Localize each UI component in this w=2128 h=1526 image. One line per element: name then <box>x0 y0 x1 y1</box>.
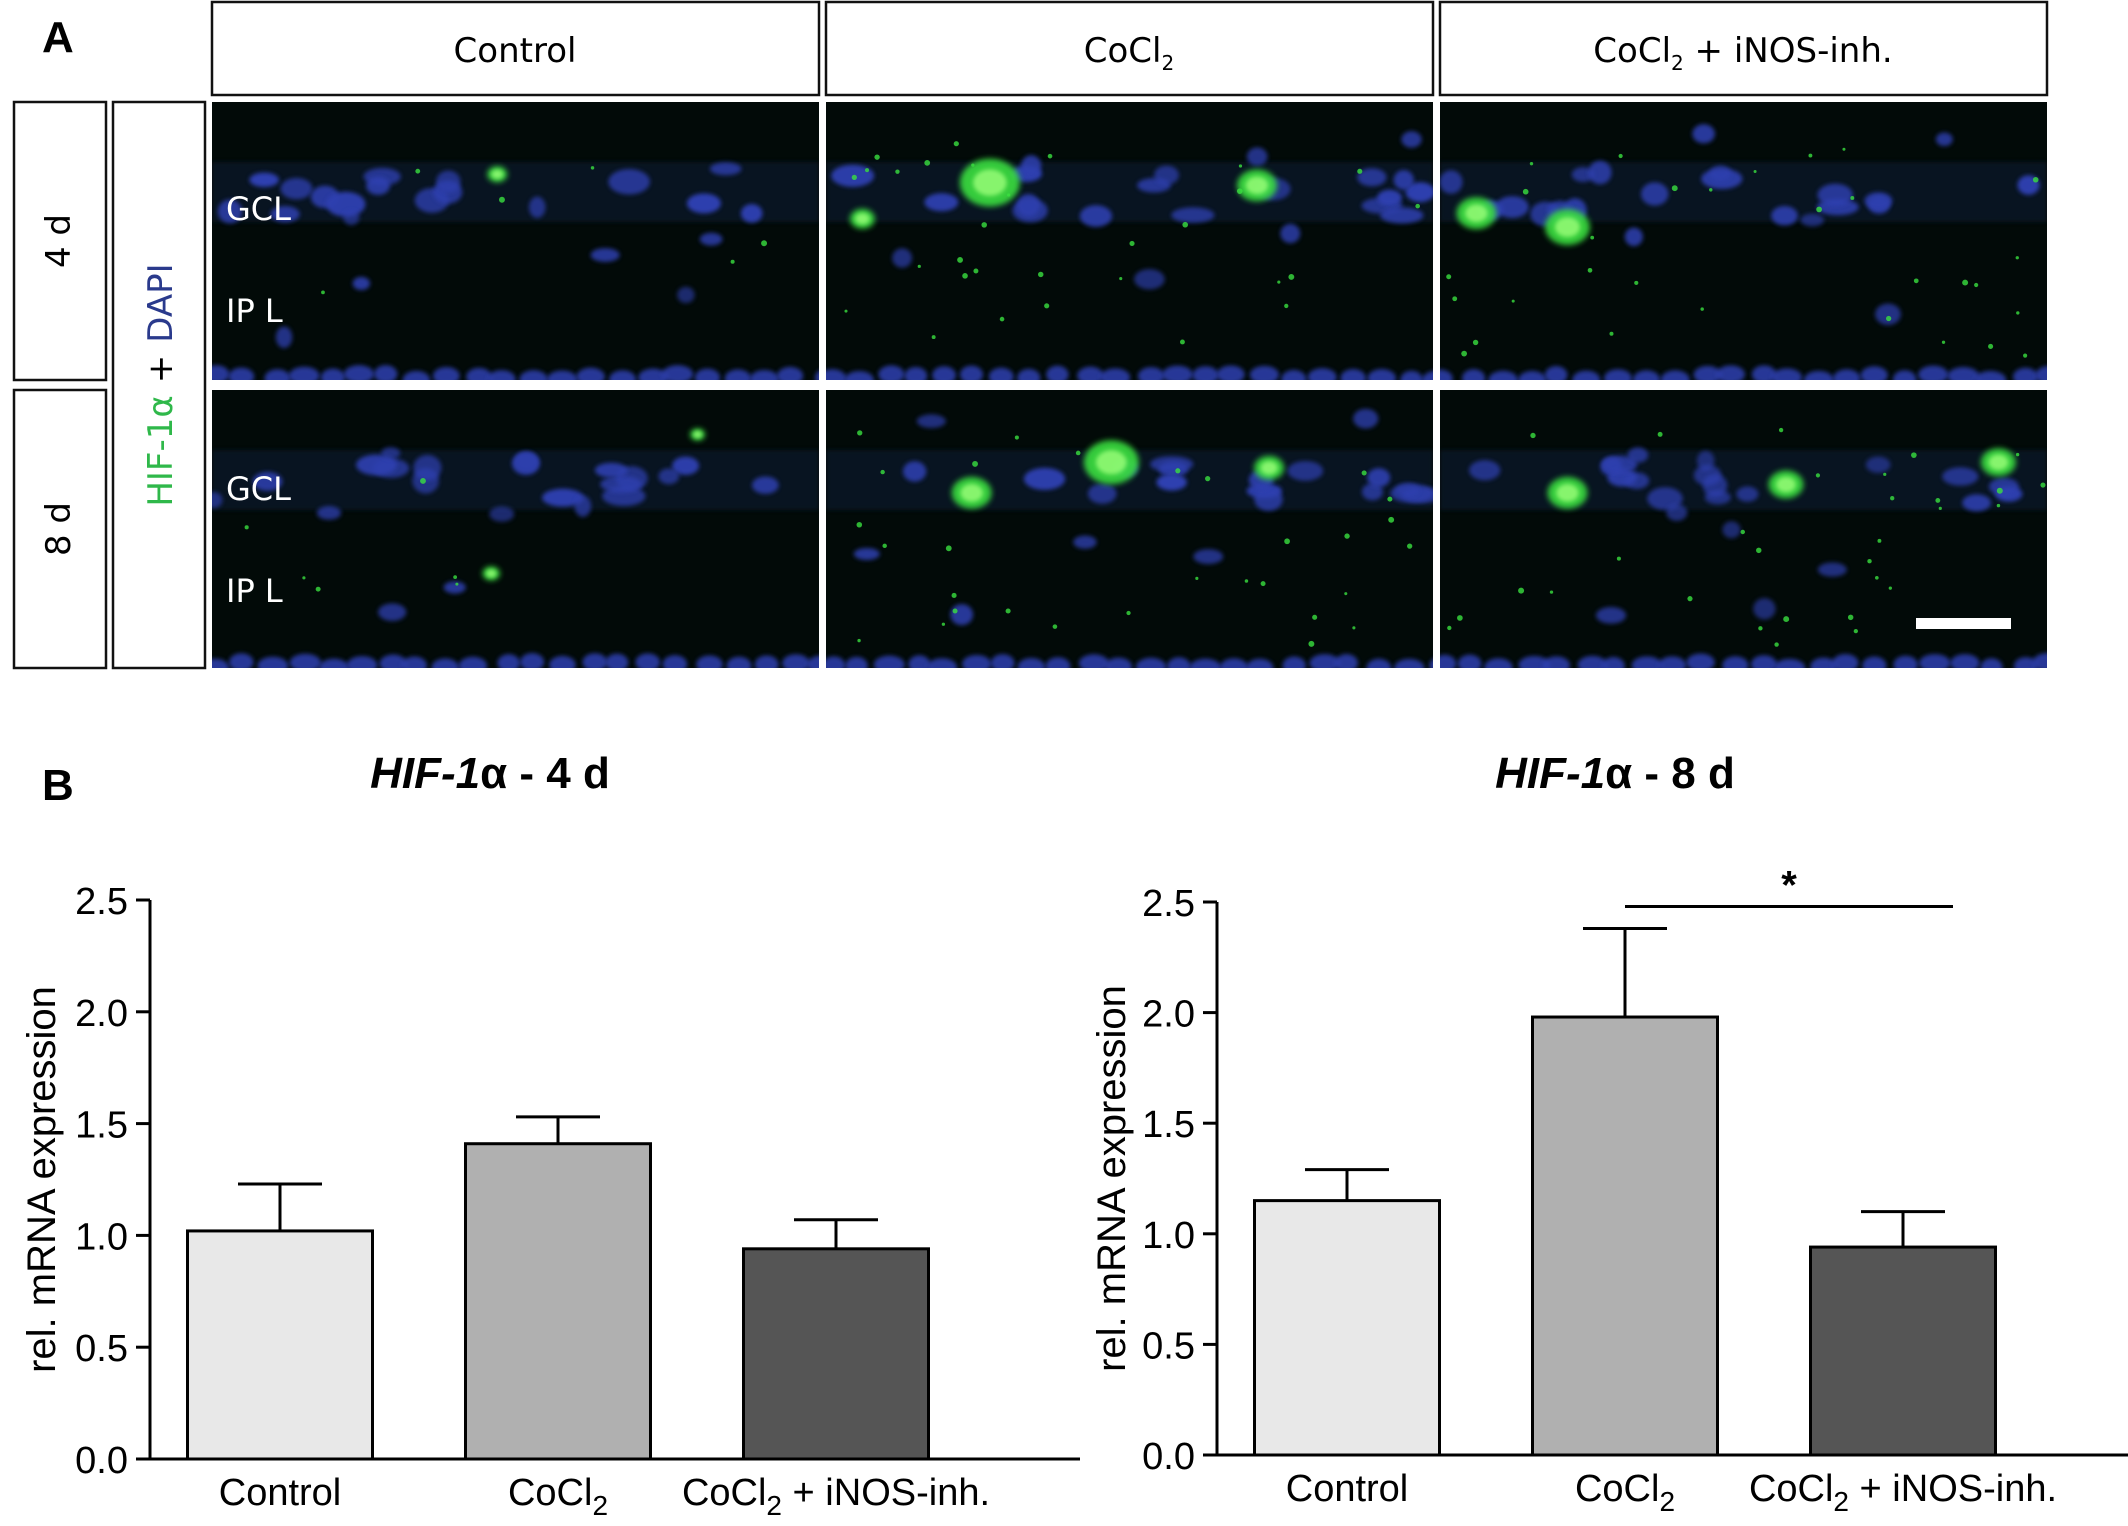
y-tick-label: 0.0 <box>1142 1436 1195 1478</box>
scale-bar <box>1916 618 2011 629</box>
row-label-4d: 4 d <box>39 214 79 268</box>
stain-label-blue: DAPI <box>141 263 181 342</box>
y-tick-label: 0.5 <box>75 1328 128 1370</box>
row-label-box-4d <box>12 100 108 382</box>
y-tick-label: 2.0 <box>1142 994 1195 1036</box>
x-tick-label: CoCl2 + iNOS-inh. <box>1749 1468 2057 1517</box>
panel-a-label: A <box>42 13 74 62</box>
bar-chart-4d: HIF-1α - 4 d 0.0 0.5 1.0 1.5 2.0 2.5 rel. mRNA … <box>20 749 1080 1521</box>
stain-label: HIF-1α + DAPI <box>141 263 181 506</box>
layer-label-ipl-4d: IP L <box>226 292 283 330</box>
micrograph-grid <box>212 102 2047 668</box>
micrograph-tile <box>212 390 819 668</box>
y-axis-label: rel. mRNA expression <box>1090 985 1134 1372</box>
row-labels: 4 d 8 d HIF-1α + DAPI <box>12 100 207 670</box>
y-tick-label: 1.0 <box>1142 1215 1195 1257</box>
x-tick-label: CoCl2 <box>1575 1468 1675 1517</box>
y-tick-label: 1.0 <box>75 1216 128 1258</box>
stain-label-plus: + <box>141 355 181 384</box>
y-axis-label: rel. mRNA expression <box>20 986 64 1373</box>
row-label-box-8d <box>12 388 108 670</box>
bar <box>1531 1015 1719 1457</box>
column-header-control: Control <box>454 31 577 71</box>
chart-title: HIF-1α - 4 d <box>370 749 610 798</box>
chart-title: HIF-1α - 8 d <box>1495 749 1735 798</box>
stain-label-box <box>111 100 207 670</box>
y-tick-label: 0.5 <box>1142 1325 1195 1367</box>
layer-labels: GCL IP L GCL IP L <box>226 190 291 610</box>
bar <box>1253 1199 1441 1457</box>
column-header-cocl2: CoCl2 <box>1084 31 1174 75</box>
column-header-inhibitor: CoCl2 + iNOS-inh. <box>1593 31 1892 75</box>
bar <box>742 1247 930 1461</box>
column-header-box-inhibitor <box>1438 0 2049 97</box>
y-tick-label: 2.5 <box>1142 883 1195 925</box>
column-headers: Control CoCl2 CoCl2 + iNOS-inh. <box>210 0 2049 97</box>
bar <box>464 1142 652 1461</box>
bar-chart-8d: HIF-1α - 8 d 0.0 0.5 1.0 1.5 2.0 2.5 rel. mRNA … <box>1090 749 2128 1517</box>
y-tick-label: 2.5 <box>75 881 128 923</box>
y-tick-label: 1.5 <box>75 1105 128 1147</box>
stain-label-green: HIF-1α <box>141 395 181 506</box>
chart-title-rest: α - 4 d <box>480 749 610 798</box>
bar <box>1809 1245 1997 1457</box>
chart-title-italic: HIF-1 <box>1495 749 1605 798</box>
x-tick-label: CoCl2 <box>508 1472 608 1521</box>
significance-star: * <box>1781 864 1797 908</box>
bar <box>186 1229 374 1461</box>
x-tick-label: Control <box>219 1472 342 1514</box>
y-tick-label: 2.0 <box>75 993 128 1035</box>
x-tick-label: Control <box>1286 1468 1409 1510</box>
panel-b-label: B <box>42 761 74 810</box>
row-label-8d: 8 d <box>39 502 79 556</box>
column-header-box-control <box>210 0 821 97</box>
column-header-box-cocl2 <box>824 0 1435 97</box>
micrograph-tile <box>1440 102 2047 380</box>
micrograph-tile <box>826 102 1433 380</box>
micrograph-tile <box>826 390 1433 668</box>
y-tick-label: 0.0 <box>75 1440 128 1482</box>
y-tick-label: 1.5 <box>1142 1104 1195 1146</box>
micrograph-tile <box>1440 390 2047 668</box>
micrograph-tile <box>212 102 819 380</box>
chart-title-rest: α - 8 d <box>1605 749 1735 798</box>
x-tick-label: CoCl2 + iNOS-inh. <box>682 1472 990 1521</box>
layer-label-gcl-4d: GCL <box>226 190 291 228</box>
layer-label-gcl-8d: GCL <box>226 470 291 508</box>
layer-label-ipl-8d: IP L <box>226 572 283 610</box>
chart-title-italic: HIF-1 <box>370 749 480 798</box>
